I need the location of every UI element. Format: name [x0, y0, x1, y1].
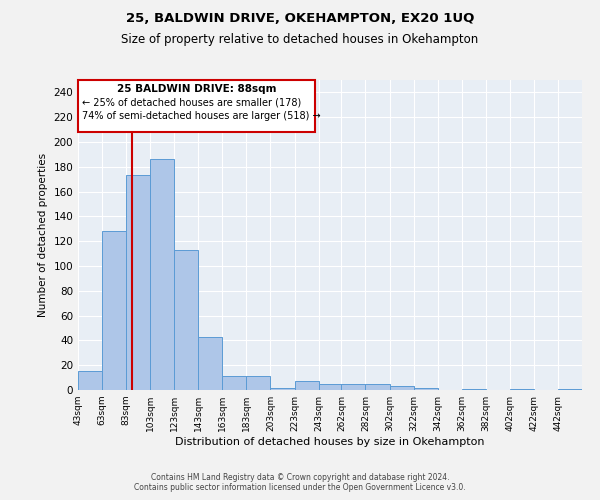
Bar: [413, 388, 437, 390]
Bar: [150, 160, 174, 390]
Text: Contains public sector information licensed under the Open Government Licence v3: Contains public sector information licen…: [134, 484, 466, 492]
Text: 74% of semi-detached houses are larger (518) →: 74% of semi-detached houses are larger (…: [82, 111, 320, 121]
Text: ← 25% of detached houses are smaller (178): ← 25% of detached houses are smaller (17…: [82, 98, 301, 108]
Bar: [462, 389, 486, 390]
Bar: [126, 176, 150, 390]
Bar: [102, 232, 126, 390]
Bar: [319, 384, 343, 390]
Text: Size of property relative to detached houses in Okehampton: Size of property relative to detached ho…: [121, 32, 479, 46]
Bar: [78, 372, 102, 390]
Bar: [174, 250, 198, 390]
Bar: [365, 384, 389, 390]
Bar: [341, 384, 365, 390]
Bar: [389, 386, 413, 390]
Bar: [510, 389, 534, 390]
Bar: [558, 389, 582, 390]
FancyBboxPatch shape: [78, 80, 315, 132]
Bar: [295, 382, 319, 390]
Text: 25 BALDWIN DRIVE: 88sqm: 25 BALDWIN DRIVE: 88sqm: [117, 84, 276, 94]
Bar: [271, 388, 295, 390]
Text: 25, BALDWIN DRIVE, OKEHAMPTON, EX20 1UQ: 25, BALDWIN DRIVE, OKEHAMPTON, EX20 1UQ: [126, 12, 474, 26]
X-axis label: Distribution of detached houses by size in Okehampton: Distribution of detached houses by size …: [175, 437, 485, 447]
Y-axis label: Number of detached properties: Number of detached properties: [38, 153, 48, 317]
Bar: [223, 376, 247, 390]
Bar: [198, 336, 223, 390]
Bar: [247, 376, 271, 390]
Text: Contains HM Land Registry data © Crown copyright and database right 2024.: Contains HM Land Registry data © Crown c…: [151, 472, 449, 482]
